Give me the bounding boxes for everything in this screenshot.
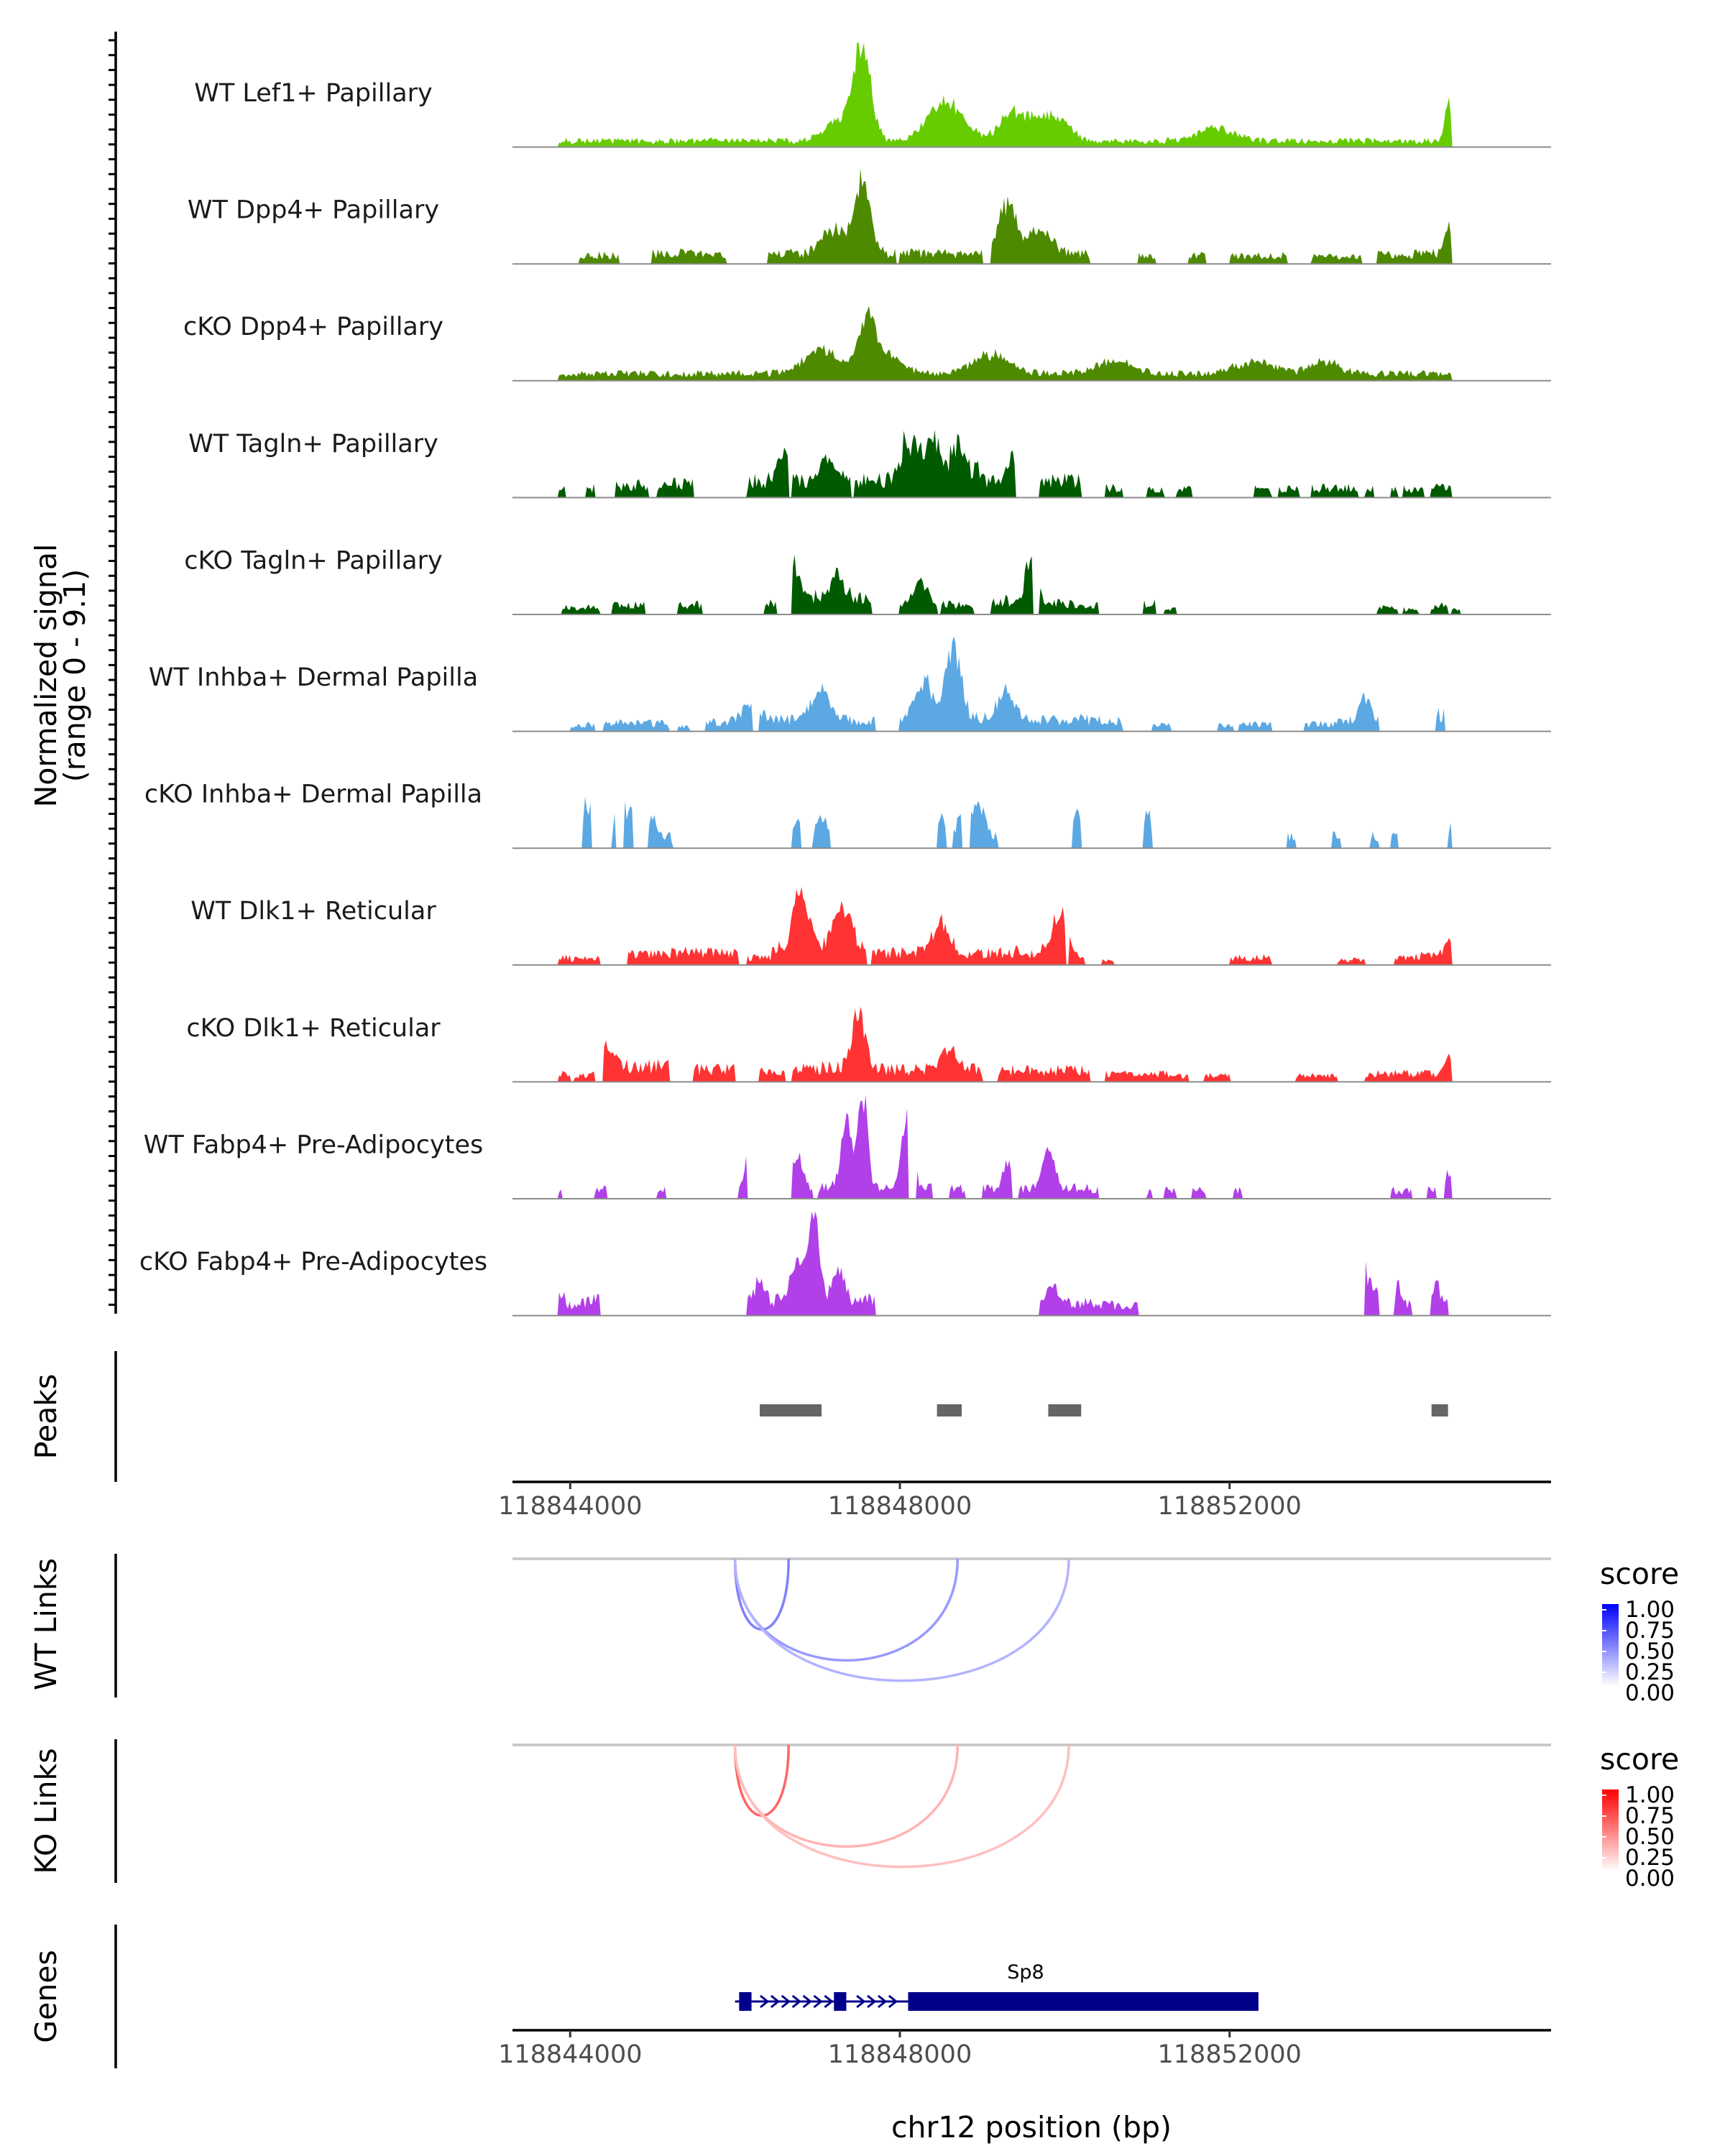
link-arc [733, 1558, 1070, 1682]
legend-tick-label: 0.75 [1625, 1618, 1675, 1644]
peak-intervals [760, 1404, 1448, 1416]
coverage-area [512, 796, 1551, 849]
x-axis-bottom: 118844000 118848000 118852000 [498, 2030, 1302, 2069]
coverage-area [512, 1095, 1551, 1199]
strand-arrow [813, 1994, 823, 2009]
coverage-area [512, 430, 1551, 498]
strand-arrow [877, 1994, 888, 2009]
ko-legend-ticks: 1.000.750.500.250.00 [1602, 1782, 1675, 1892]
coverage-tracks: WT Lef1+ Papillary WT Dpp4+ Papillary cKO … [139, 42, 1551, 1317]
track-label: cKO Fabp4+ Pre-Adipocytes [139, 1248, 487, 1276]
x-axis-title: chr12 position (bp) [891, 2110, 1172, 2145]
track-cko-fabp4-pre-adipocytes: cKO Fabp4+ Pre-Adipocytes [139, 1211, 1551, 1317]
peak-interval [1431, 1404, 1448, 1416]
track-wt-dpp4-papillary: WT Dpp4+ Papillary [188, 167, 1551, 265]
track-cko-dpp4-papillary: cKO Dpp4+ Papillary [183, 305, 1551, 382]
coverage-axis-title-line2: (range 0 - 9.1) [58, 569, 92, 782]
strand-arrow [781, 1994, 791, 2009]
peak-interval [1048, 1404, 1082, 1416]
strand-arrow [824, 1994, 834, 2009]
wt-link-arcs [733, 1558, 1070, 1682]
ko-legend-colorbar [1602, 1789, 1619, 1871]
coverage-area [512, 1211, 1551, 1316]
track-label: cKO Dpp4+ Papillary [183, 313, 443, 341]
track-cko-inhba-dermal-papilla: cKO Inhba+ Dermal Papilla [144, 780, 1551, 849]
x-tick-label: 118848000 [828, 1492, 972, 1521]
gene-exon [908, 1992, 1259, 2011]
strand-arrow [770, 1994, 781, 2009]
track-wt-inhba-dermal-papilla: WT Inhba+ Dermal Papilla [149, 636, 1551, 732]
track-label: WT Lef1+ Papillary [194, 79, 433, 108]
x-tick-label: 118852000 [1158, 2040, 1302, 2069]
coverage-area [512, 887, 1551, 965]
strand-arrow [867, 1994, 877, 2009]
gene-models: Sp8 [735, 1961, 1259, 2011]
track-label: WT Inhba+ Dermal Papilla [149, 663, 478, 692]
wt-links-panel-label: WT Links [29, 1558, 63, 1690]
strand-arrow [888, 1994, 898, 2009]
track-wt-dlk1-reticular: WT Dlk1+ Reticular [190, 887, 1551, 966]
wt-legend-colorbar [1602, 1604, 1619, 1686]
track-label: WT Fabp4+ Pre-Adipocytes [144, 1130, 483, 1159]
track-label: WT Dpp4+ Papillary [188, 196, 439, 225]
wt-links-legend: score 1.000.750.500.250.00 [1600, 1557, 1679, 1706]
track-label: cKO Inhba+ Dermal Papilla [144, 780, 482, 809]
gene-exon [739, 1992, 752, 2011]
gene-name-label: Sp8 [1007, 1961, 1044, 1984]
legend-tick-label: 0.50 [1625, 1824, 1675, 1850]
track-label: WT Dlk1+ Reticular [190, 897, 436, 926]
x-axis-middle: 118844000 118848000 118852000 [498, 1482, 1302, 1521]
x-tick-label: 118848000 [828, 2040, 972, 2069]
wt-legend-title: score [1600, 1557, 1679, 1591]
track-wt-lef1-papillary: WT Lef1+ Papillary [194, 42, 1551, 148]
coverage-area [512, 554, 1551, 614]
coverage-area [512, 167, 1551, 264]
legend-tick-label: 1.00 [1625, 1782, 1675, 1808]
x-tick-label: 118852000 [1158, 1492, 1302, 1521]
peak-interval [760, 1404, 822, 1416]
x-tick-label: 118844000 [498, 1492, 642, 1521]
track-cko-dlk1-reticular: cKO Dlk1+ Reticular [186, 1006, 1551, 1083]
strand-arrow [856, 1994, 866, 2009]
coverage-area [512, 1006, 1551, 1082]
strand-arrow [759, 1994, 770, 2009]
strand-arrow [791, 1994, 802, 2009]
strand-arrow [802, 1994, 812, 2009]
coverage-y-ticks [109, 39, 116, 1306]
legend-tick-label: 0.25 [1625, 1659, 1675, 1685]
wt-legend-ticks: 1.000.750.500.250.00 [1602, 1597, 1675, 1706]
peaks-panel-label: Peaks [29, 1374, 63, 1460]
x-tick-label: 118844000 [498, 2040, 642, 2069]
track-label: cKO Tagln+ Papillary [184, 546, 443, 575]
legend-tick-label: 0.25 [1625, 1845, 1675, 1871]
coverage-area [512, 636, 1551, 732]
coverage-axis-title-line1: Normalized signal [29, 544, 63, 808]
peak-interval [937, 1404, 962, 1416]
legend-tick-label: 0.00 [1625, 1866, 1675, 1892]
track-label: WT Tagln+ Papillary [188, 430, 438, 459]
gene-exon [834, 1992, 847, 2011]
link-arc [733, 1744, 1070, 1869]
legend-tick-label: 0.50 [1625, 1639, 1675, 1664]
gene-sp8: Sp8 [735, 1961, 1259, 2011]
legend-tick-label: 0.75 [1625, 1803, 1675, 1829]
ko-link-arcs [733, 1744, 1070, 1869]
legend-tick-label: 1.00 [1625, 1597, 1675, 1623]
genes-panel-label: Genes [29, 1950, 63, 2043]
ko-links-legend: score 1.000.750.500.250.00 [1600, 1742, 1679, 1892]
ko-legend-title: score [1600, 1742, 1679, 1777]
track-wt-fabp4-pre-adipocytes: WT Fabp4+ Pre-Adipocytes [144, 1095, 1551, 1199]
track-wt-tagln-papillary: WT Tagln+ Papillary [188, 430, 1551, 499]
track-cko-tagln-papillary: cKO Tagln+ Papillary [184, 546, 1551, 615]
track-label: cKO Dlk1+ Reticular [186, 1014, 441, 1043]
coverage-area [512, 42, 1551, 147]
legend-tick-label: 0.00 [1625, 1680, 1675, 1706]
ko-links-panel-label: KO Links [29, 1748, 63, 1874]
